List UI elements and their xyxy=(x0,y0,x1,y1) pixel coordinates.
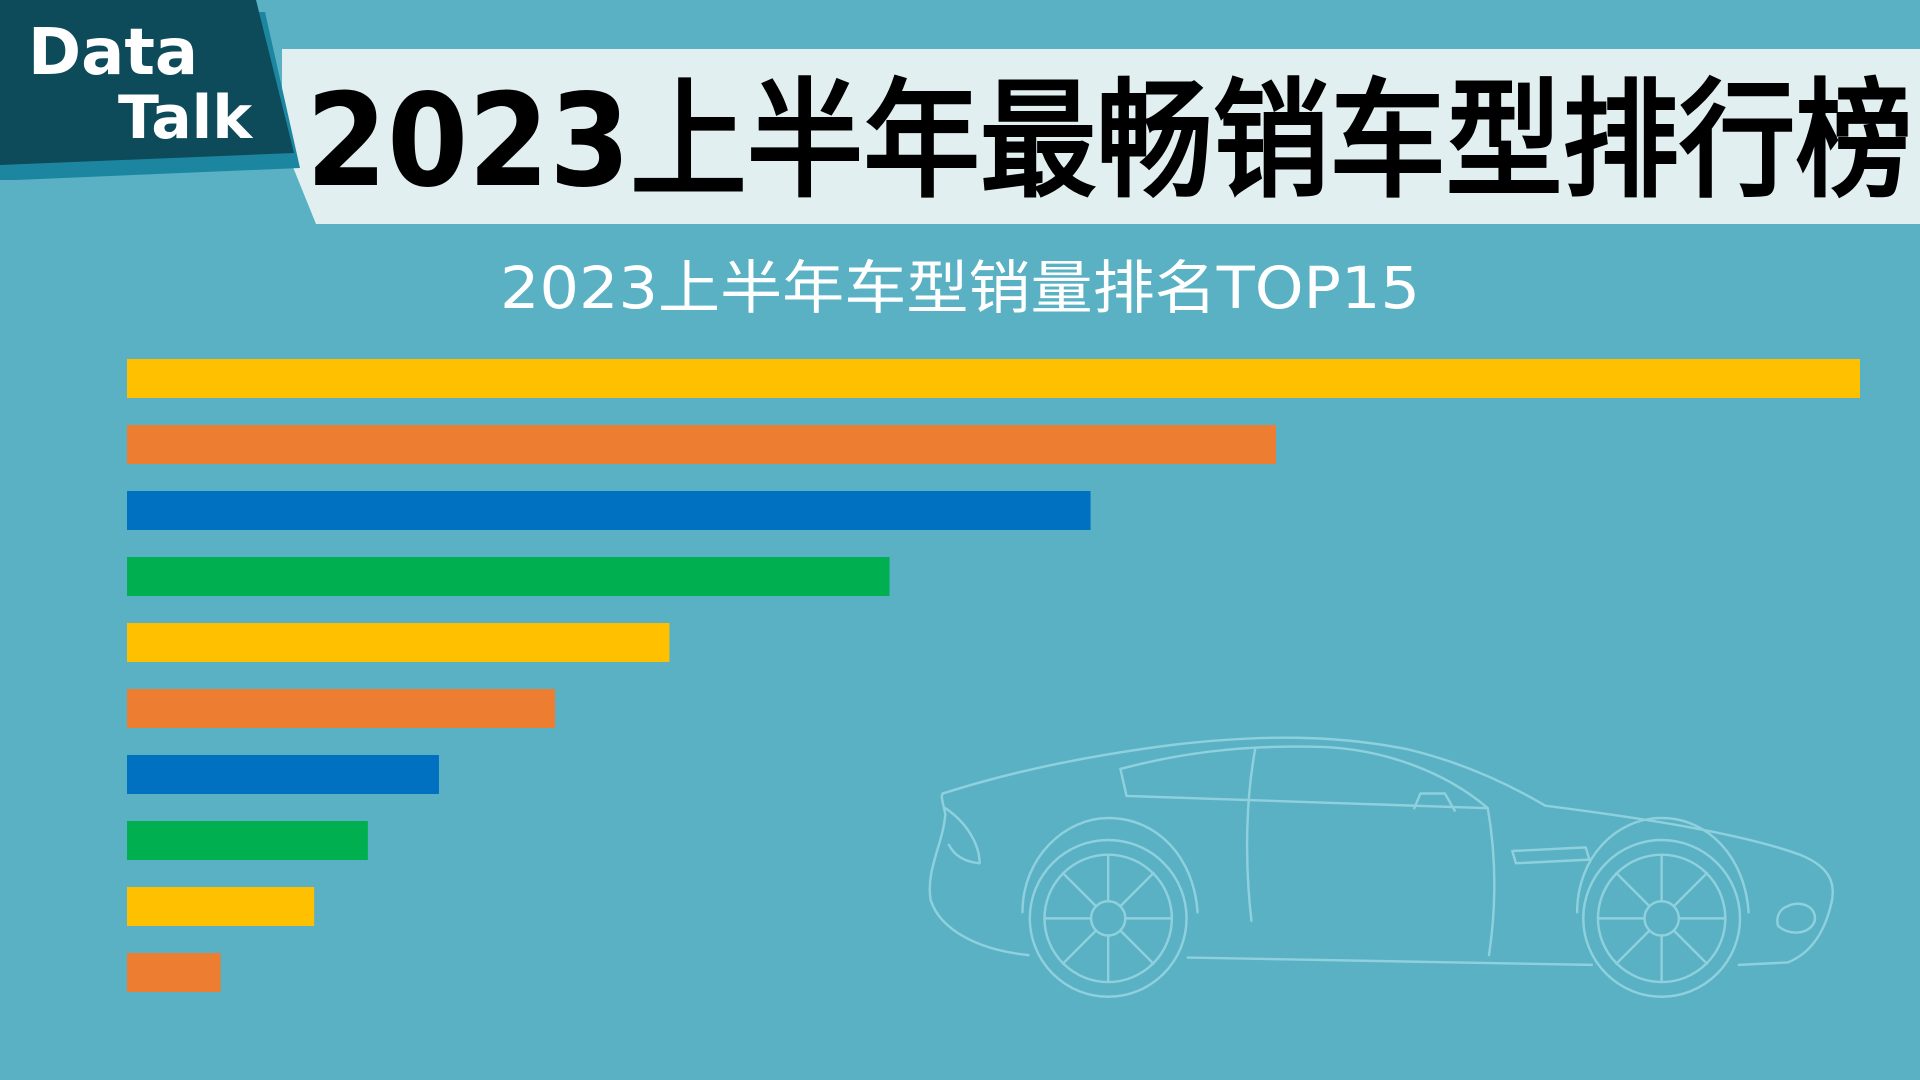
bar xyxy=(127,623,670,662)
car-sketch xyxy=(928,736,1834,998)
brand-line2: Talk xyxy=(118,83,254,153)
bar xyxy=(127,953,221,992)
bar xyxy=(127,821,368,860)
bar xyxy=(127,887,315,926)
bar xyxy=(127,491,1091,530)
title-banner xyxy=(282,49,1920,224)
brand-line1: Data xyxy=(28,16,198,90)
bar xyxy=(127,425,1276,464)
chart-subtitle: 2023上半年车型销量排名TOP15 xyxy=(500,254,1420,322)
brand-tab xyxy=(0,0,294,165)
chart-title: 2023上半年最畅销车型排行榜 xyxy=(306,67,1912,216)
bar xyxy=(127,557,890,596)
bar xyxy=(127,689,556,728)
bar xyxy=(127,359,1860,398)
bar xyxy=(127,755,439,794)
